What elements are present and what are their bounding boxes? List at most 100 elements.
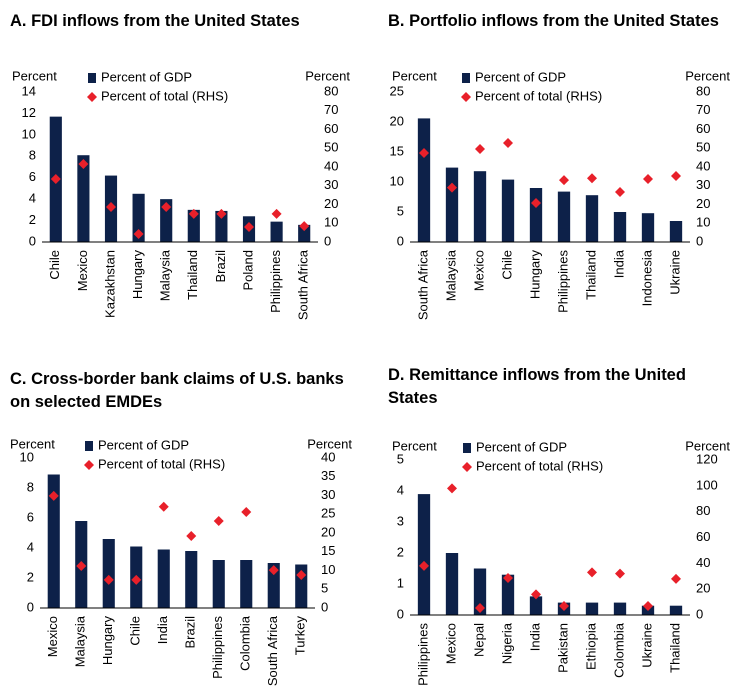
diamond-marker	[50, 174, 61, 184]
diamond-marker	[78, 159, 89, 169]
x-tick-label: Nepal	[471, 623, 486, 657]
y-tick-label: 5	[397, 203, 404, 218]
y-tick-label: 8	[27, 479, 34, 494]
y-axis-label: Percent	[392, 438, 437, 453]
bar	[669, 221, 683, 242]
y2-tick-label: 10	[321, 562, 335, 577]
y-tick-label: 0	[27, 599, 34, 614]
bar	[270, 221, 283, 242]
bar	[215, 210, 228, 242]
diamond-marker	[161, 201, 172, 212]
x-tick-label: Kazakhstan	[102, 250, 117, 318]
y2-tick-label: 60	[696, 121, 710, 136]
x-tick-label: Pakistan	[555, 623, 570, 673]
diamond-marker	[131, 574, 142, 585]
chart-title: B. Portfolio inflows from the United Sta…	[388, 12, 719, 30]
x-tick-label: India	[155, 615, 170, 644]
x-tick-label: Thailand	[583, 250, 598, 300]
legend-label: Percent of total (RHS)	[98, 456, 225, 471]
diamond-marker	[271, 208, 282, 219]
legend-marker	[87, 92, 97, 102]
y-tick-label: 20	[390, 113, 404, 128]
y-tick-label: 25	[390, 83, 404, 98]
diamond-marker	[48, 490, 59, 501]
x-tick-label: Philippines	[268, 250, 283, 313]
x-tick-label: Poland	[240, 250, 255, 290]
y-tick-label: 0	[397, 606, 404, 621]
x-tick-label: Hungary	[130, 250, 145, 300]
diamond-marker	[475, 144, 485, 154]
x-tick-label: South Africa	[265, 615, 280, 686]
bar	[613, 212, 627, 242]
y2-axis-label: Percent	[307, 436, 352, 451]
bar	[445, 167, 459, 242]
y2-tick-label: 30	[321, 487, 335, 502]
legend-marker	[85, 441, 93, 451]
diamond-marker	[158, 501, 169, 512]
diamond-marker	[587, 567, 597, 578]
diamond-marker	[419, 560, 429, 571]
y2-tick-label: 60	[696, 529, 710, 544]
bar	[417, 494, 431, 615]
x-tick-label: Colombia	[611, 622, 626, 678]
legend-marker	[462, 462, 472, 472]
bar	[212, 560, 225, 608]
y-tick-label: 3	[397, 513, 404, 528]
legend-label: Percent of total (RHS)	[476, 458, 603, 473]
diamond-marker	[216, 208, 227, 219]
y-tick-label: 2	[397, 544, 404, 559]
diamond-marker	[475, 603, 485, 614]
diamond-marker	[643, 174, 653, 184]
y-tick-label: 10	[22, 126, 36, 141]
chart-title: D. Remittance inflows from the United St…	[388, 366, 686, 407]
bar	[501, 574, 515, 615]
x-tick-label: Philippines	[555, 250, 570, 313]
bar	[585, 602, 599, 615]
diamond-marker	[671, 171, 681, 181]
y-tick-label: 14	[22, 83, 36, 98]
y2-tick-label: 80	[696, 503, 710, 518]
legend-marker	[88, 73, 96, 83]
x-tick-label: Malaysia	[73, 615, 88, 667]
bar	[187, 209, 200, 242]
x-tick-label: India	[527, 622, 542, 651]
y-axis-label: Percent	[392, 68, 437, 83]
y-tick-label: 4	[27, 539, 34, 554]
bar	[417, 118, 431, 242]
y-tick-label: 1	[397, 575, 404, 590]
y2-tick-label: 35	[321, 468, 335, 483]
legend-label: Percent of GDP	[101, 69, 192, 84]
legend-label: Percent of GDP	[476, 439, 567, 454]
y2-tick-label: 120	[696, 451, 718, 466]
y-axis-label: Percent	[12, 68, 57, 83]
bar	[613, 602, 627, 615]
x-tick-label: Colombia	[238, 615, 253, 671]
bar	[501, 179, 515, 242]
y-tick-label: 2	[29, 212, 36, 227]
diamond-marker	[419, 147, 429, 158]
legend-marker	[84, 460, 94, 470]
legend-label: Percent of GDP	[475, 69, 566, 84]
x-tick-label: Mexico	[45, 616, 60, 657]
diamond-marker	[106, 201, 116, 212]
bar	[669, 605, 683, 615]
bar	[47, 474, 60, 608]
bar	[185, 551, 198, 608]
y-tick-label: 10	[20, 449, 34, 464]
y2-tick-label: 20	[321, 524, 335, 539]
x-tick-label: Philippines	[210, 616, 225, 679]
x-tick-label: Ethiopia	[583, 622, 598, 670]
y2-tick-label: 40	[321, 449, 335, 464]
x-tick-label: Mexico	[443, 623, 458, 664]
y-tick-label: 8	[29, 148, 36, 163]
legend-label: Percent of total (RHS)	[101, 88, 228, 103]
x-tick-label: Philippines	[415, 623, 430, 686]
diamond-marker	[213, 516, 224, 526]
diamond-marker	[643, 600, 653, 611]
bar	[132, 193, 145, 242]
x-tick-label: South Africa	[296, 249, 311, 320]
x-tick-label: Mexico	[471, 250, 486, 291]
bar	[585, 195, 599, 242]
y2-tick-label: 20	[324, 196, 338, 211]
